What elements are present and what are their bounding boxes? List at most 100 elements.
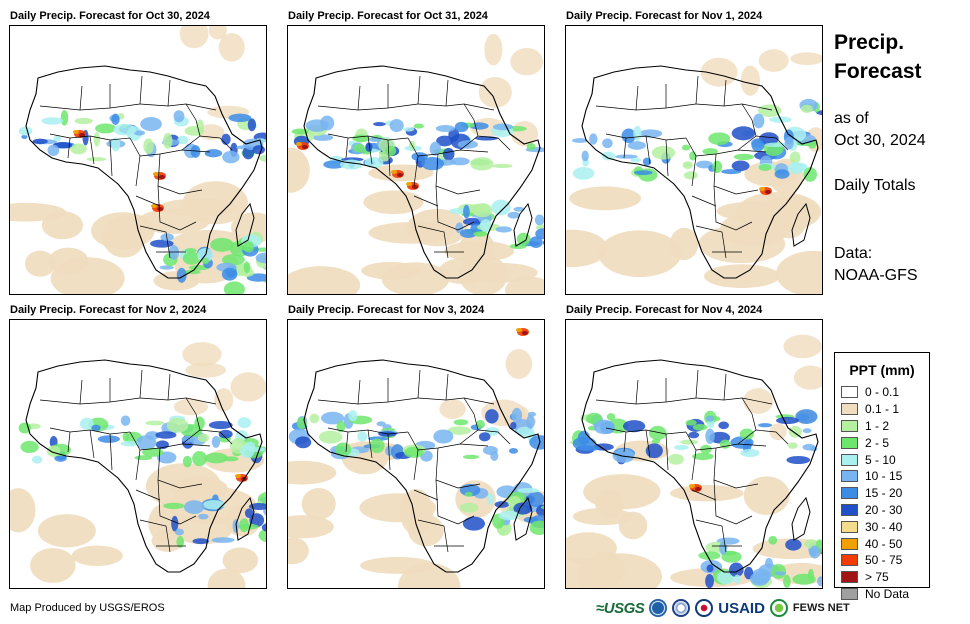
country-border <box>167 373 171 401</box>
precip-cell <box>717 570 735 585</box>
precip-cell <box>182 455 192 468</box>
precip-cell <box>633 125 642 142</box>
precip-cell <box>789 151 801 164</box>
precip-cell <box>751 138 765 152</box>
legend-label: 0 - 0.1 <box>865 385 900 400</box>
legend-label: 50 - 75 <box>865 553 903 568</box>
precip-cell <box>455 222 464 234</box>
precip-cell <box>120 415 131 426</box>
country-border <box>139 75 143 105</box>
country-border <box>317 397 419 405</box>
precip-cell <box>692 424 708 431</box>
precip-cell <box>91 424 101 432</box>
country-border <box>695 369 699 399</box>
heavy-precip-cell <box>153 172 159 176</box>
precip-cell <box>685 419 697 426</box>
africa-coastline <box>581 65 819 279</box>
precip-cell <box>674 444 689 451</box>
precip-cell <box>787 162 806 174</box>
country-border <box>665 139 669 177</box>
precip-cell <box>262 256 266 261</box>
precip-cell <box>517 487 540 494</box>
country-border <box>741 103 773 111</box>
precip-cell <box>809 545 821 559</box>
precip-cell <box>807 568 815 581</box>
precip-cell <box>733 153 754 161</box>
precip-cell <box>60 110 69 126</box>
light-precip-area <box>288 460 337 485</box>
precip-cell <box>365 142 373 152</box>
country-border <box>645 429 651 459</box>
light-precip-area <box>137 208 210 234</box>
country-border <box>157 479 197 525</box>
state-department-seal-icon <box>672 599 691 617</box>
precip-cell <box>705 573 714 588</box>
legend-item: 5 - 10 <box>835 451 929 468</box>
country-border <box>109 139 113 177</box>
light-precip-area <box>368 222 454 244</box>
precip-cell <box>470 157 494 171</box>
precip-cell <box>177 135 189 145</box>
light-precip-area <box>578 553 662 588</box>
country-border <box>417 225 449 259</box>
precip-cell <box>47 144 60 156</box>
light-precip-area <box>783 334 822 359</box>
precip-cell <box>46 445 61 457</box>
precip-cell <box>803 167 817 182</box>
precip-cell <box>323 160 345 169</box>
country-border <box>417 103 465 107</box>
country-border <box>413 195 439 207</box>
precip-cell <box>20 440 39 454</box>
precip-cell <box>788 425 802 438</box>
precip-cell <box>507 211 521 219</box>
precip-cell <box>111 137 121 152</box>
precip-cell <box>309 413 320 424</box>
precip-cell <box>210 237 234 252</box>
light-precip-area <box>288 147 310 193</box>
precip-cell <box>143 138 154 154</box>
country-border <box>109 433 113 471</box>
precip-cell <box>202 500 225 510</box>
country-border <box>741 397 757 431</box>
madagascar-outline <box>235 496 255 541</box>
panel-title-6: Daily Precip. Forecast for Nov 4, 2024 <box>566 304 763 316</box>
precip-cell <box>513 206 525 212</box>
precip-cell <box>436 135 454 147</box>
heavy-precip-cell <box>391 170 397 174</box>
country-border <box>157 185 197 231</box>
precip-cell <box>774 571 786 576</box>
precip-cell <box>211 435 221 448</box>
precip-cell <box>683 171 698 180</box>
country-border <box>723 79 727 107</box>
as-of-value: Oct 30, 2024 <box>834 132 926 149</box>
light-precip-area <box>71 545 123 567</box>
country-border <box>139 397 187 401</box>
precip-cell <box>460 228 477 238</box>
precip-cell <box>86 157 107 162</box>
precip-cell <box>787 442 798 449</box>
country-border <box>39 103 141 111</box>
light-precip-area <box>185 362 227 378</box>
heavy-precip-cell <box>296 142 302 146</box>
precip-cell <box>475 419 485 429</box>
precip-cell <box>513 502 533 515</box>
precip-cell <box>93 132 101 147</box>
precip-cell <box>705 428 715 445</box>
precip-cell <box>192 451 207 467</box>
precip-cell <box>802 443 816 451</box>
country-border <box>459 135 511 151</box>
precip-cell <box>680 439 698 445</box>
africa-coastline <box>303 65 541 279</box>
precip-cell <box>369 438 385 454</box>
country-border <box>463 397 479 431</box>
precip-cell <box>402 127 415 132</box>
forecast-map-svg <box>566 334 822 588</box>
legend-item: 40 - 50 <box>835 535 929 552</box>
precip-cell <box>449 207 468 215</box>
country-border <box>691 489 717 501</box>
precip-cell <box>155 431 177 439</box>
light-precip-area <box>716 201 787 221</box>
precip-cell <box>335 442 352 457</box>
country-border <box>435 153 481 195</box>
